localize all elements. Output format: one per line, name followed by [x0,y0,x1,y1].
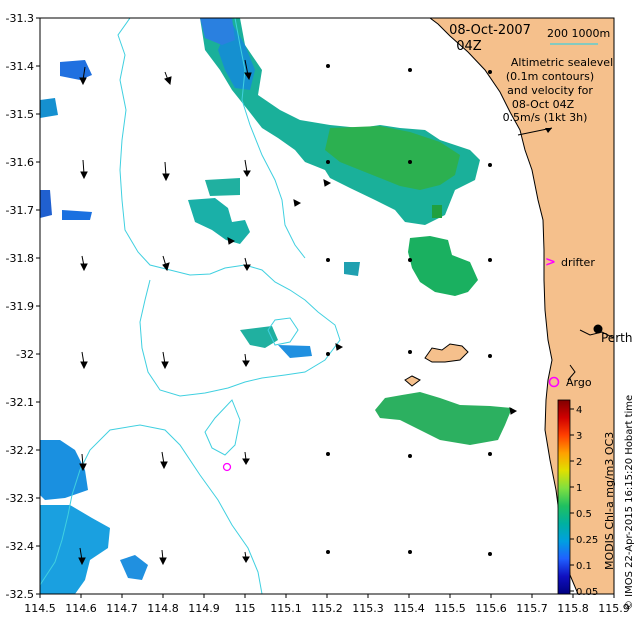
y-tick-label: -32 [16,348,34,361]
legend-line: 08-Oct 04Z [512,98,575,111]
x-tick-label: 115 [235,602,256,615]
colorbar-tick-label: 0.05 [576,587,598,598]
island [424,343,469,363]
bathymetry-contours [40,18,341,594]
x-tick-label: 115.7 [516,602,548,615]
x-tick-label: 114.9 [188,602,220,615]
x-tick-label: 114.7 [106,602,138,615]
x-tick-label: 115.5 [434,602,466,615]
y-tick-label: -32.3 [6,492,34,505]
x-tick-label: 115.1 [270,602,302,615]
colorbar-tick-label: 4 [576,405,582,416]
y-tick-label: -31.4 [6,60,34,73]
x-tick-label: 115.8 [557,602,589,615]
legend-line: (0.1m contours) [506,70,594,83]
x-tick-label: 115.4 [393,602,425,615]
river [579,329,614,339]
perth-label: Perth [601,331,632,345]
legend-line: and velocity for [507,84,593,97]
colorbar-tick-label: 1 [576,483,582,494]
colorbar: 4 3 2 1 0.5 0.25 0.1 0.05 MODIS Chl-a mg/m3 OC3 [557,399,616,598]
x-axis: 114.5 114.6 114.7 114.8 114.9 115 115.1 115.2 11… [24,594,630,615]
colorbar-tick-label: 3 [576,431,582,442]
perth-marker [593,324,603,334]
argo-label: Argo [566,376,592,389]
y-axis: -31.3 -31.4 -31.5 -31.6 -31.7 -31.8 -31.9 -32 -3… [6,12,40,601]
map-time: 04Z [456,39,482,54]
scale-label: 200 1000m [547,27,610,40]
colorbar-tick-label: 0.25 [576,535,598,546]
map-date: 08-Oct-2007 [449,23,531,38]
chlorophyll-layer [40,18,512,594]
y-tick-label: -31.9 [6,300,34,313]
velocity-vectors [78,59,518,566]
legend-arrowhead [545,128,552,133]
y-tick-label: -32.2 [6,444,34,457]
colorbar-tick-label: 2 [576,457,582,468]
colorbar-title: MODIS Chl-a mg/m3 OC3 [603,432,616,570]
y-tick-label: -31.3 [6,12,34,25]
colorbar-tick-label: 0.5 [576,509,592,520]
y-tick-label: -32.5 [6,588,34,601]
x-tick-label: 115.2 [311,602,343,615]
x-tick-label: 114.8 [147,602,179,615]
drifter-label: drifter [561,256,595,269]
legend: Altimetric sealevel (0.1m contours) and … [503,56,613,136]
estuary [567,364,576,381]
y-tick-label: -31.5 [6,108,34,121]
y-tick-label: -32.4 [6,540,34,553]
colorbar-ticks: 4 3 2 1 0.5 0.25 0.1 0.05 [570,405,598,598]
argo-float-marker [222,462,232,472]
x-tick-label: 115.3 [352,602,384,615]
islet [404,375,421,387]
y-tick-label: -31.7 [6,204,34,217]
legend-line: Altimetric sealevel [511,56,613,69]
drifter-marker: > [545,255,556,270]
y-tick-label: -31.6 [6,156,34,169]
x-tick-label: 115.6 [475,602,507,615]
colorbar-tick-label: 0.1 [576,561,592,572]
argo-marker [548,376,560,388]
x-tick-label: 115.9 [598,602,630,615]
y-tick-label: -31.8 [6,252,34,265]
y-tick-label: -32.1 [6,396,34,409]
legend-line: 0.5m/s (1kt 3h) [503,111,588,124]
colorbar-gradient [557,399,571,595]
credit-text: © IMOS 22-Apr-2015 16:15:20 Hobart time [624,395,635,610]
x-tick-label: 114.5 [24,602,56,615]
x-tick-label: 114.6 [65,602,97,615]
